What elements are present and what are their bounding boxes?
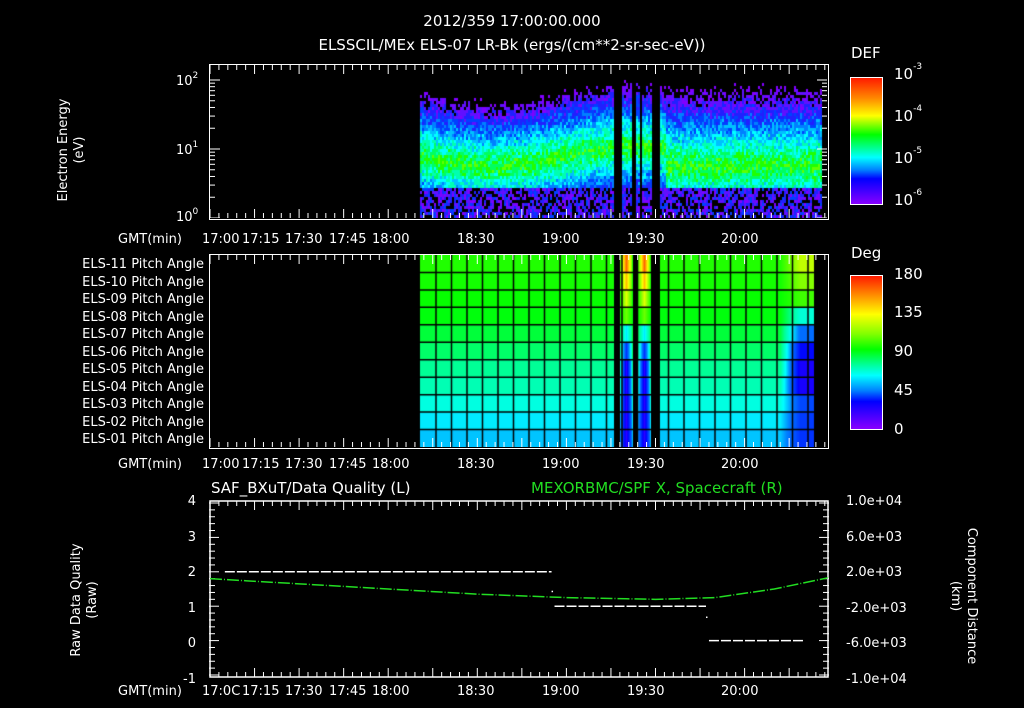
time-tick-label: 18:30	[457, 457, 495, 472]
ytick-1e2: 102	[176, 71, 199, 89]
time-tick-label: 18:00	[372, 457, 410, 472]
deg-tick-45: 45	[894, 381, 914, 399]
def-colorbar-title: DEF	[851, 44, 881, 62]
time-tick-label: 19:30	[627, 457, 665, 472]
pitch-angle-row-label: ELS-07 Pitch Angle	[82, 327, 204, 342]
time-axis-label-panel3: GMT(min)	[118, 684, 182, 699]
def-colorbar	[850, 77, 883, 205]
line-plot-area[interactable]	[209, 500, 829, 678]
pitch-angle-row-label: ELS-05 Pitch Angle	[82, 362, 204, 377]
time-tick-label: 17:30	[285, 232, 323, 247]
deg-colorbar-title: Deg	[851, 244, 882, 262]
time-tick-label: 17:30	[285, 684, 323, 699]
pitch-angle-row-label: ELS-03 Pitch Angle	[82, 397, 204, 412]
line-chart-svg	[209, 500, 829, 678]
ytick-1e0: 100	[176, 207, 199, 225]
time-tick-label: 17:45	[329, 457, 367, 472]
right-series-title: MEXORBMC/SPF X, Spacecraft (R)	[531, 479, 783, 497]
time-tick-label: 19:00	[542, 457, 580, 472]
left-ytick-label: 3	[187, 529, 196, 545]
deg-tick-90: 90	[894, 342, 914, 360]
cbar-tick-1e-3: 10-3	[894, 62, 923, 83]
cbar-tick-1e-5: 10-5	[894, 146, 923, 167]
pitch-angle-row-label: ELS-06 Pitch Angle	[82, 344, 204, 360]
time-tick-label: 17:15	[242, 457, 280, 472]
time-tick-label: 17:00	[202, 457, 240, 472]
time-tick-label: 18:30	[457, 684, 495, 699]
ytick-1e1: 101	[176, 140, 199, 158]
spectrogram-pixels	[210, 65, 827, 218]
right-ytick-label: -2.0e+03	[846, 600, 907, 616]
left-ytick-label: 4	[187, 494, 196, 509]
axis-minor-ticks	[210, 255, 826, 447]
pitch-angle-row-label: ELS-10 Pitch Angle	[82, 274, 204, 290]
time-tick-label: 20:00	[721, 232, 759, 247]
component-distance-axis-label: Component Distance (km)	[948, 527, 979, 665]
pitch-angle-row-label: ELS-04 Pitch Angle	[82, 379, 204, 395]
time-axis-label: GMT(min)	[118, 232, 182, 247]
right-ytick-label: 2.0e+03	[846, 565, 903, 580]
time-tick-label: 18:00	[372, 684, 410, 699]
right-ytick-label: 6.0e+03	[846, 529, 903, 545]
time-tick-label: 19:30	[627, 232, 665, 247]
left-ytick-label: 2	[187, 565, 196, 580]
right-ytick-label: 1.0e+04	[846, 494, 903, 509]
energy-spectrogram[interactable]	[209, 64, 829, 220]
deg-tick-0: 0	[894, 420, 904, 438]
pitch-angle-plot[interactable]	[209, 254, 829, 449]
cbar-tick-1e-4: 10-4	[894, 104, 923, 125]
time-tick-label: 17:00	[202, 232, 240, 247]
time-tick-label: 17:0C	[202, 684, 241, 699]
time-tick-label: 19:30	[627, 684, 665, 699]
time-tick-label: 18:30	[457, 232, 495, 247]
left-ytick-label: -1	[183, 671, 196, 687]
deg-tick-180: 180	[894, 265, 923, 283]
time-tick-label: 17:15	[242, 684, 280, 699]
pitch-angle-pixels	[210, 255, 827, 447]
energy-axis-label: Electron Energy (eV)	[56, 98, 87, 202]
axis-minor-ticks	[210, 65, 826, 218]
left-ytick-label: 0	[187, 636, 196, 651]
time-tick-label: 17:45	[329, 232, 367, 247]
left-series-title: SAF_BXuT/Data Quality (L)	[211, 479, 411, 497]
energy-axis-ticks	[210, 79, 827, 218]
time-tick-label: 17:15	[242, 232, 280, 247]
pitch-angle-row-label: ELS-11 Pitch Angle	[82, 257, 204, 272]
time-tick-label: 17:30	[285, 457, 323, 472]
deg-tick-135: 135	[894, 303, 923, 321]
time-tick-label: 19:00	[542, 684, 580, 699]
right-ytick-label: -6.0e+03	[846, 636, 907, 651]
pitch-angle-row-label: ELS-01 Pitch Angle	[82, 432, 204, 447]
left-ytick-label: 1	[187, 600, 196, 616]
time-tick-label: 20:00	[721, 684, 759, 699]
plot-datetime: 2012/359 17:00:00.000	[423, 12, 601, 30]
data-quality-axis-label: Raw Data Quality (Raw)	[69, 543, 100, 657]
time-tick-label: 18:00	[372, 232, 410, 247]
time-tick-label: 20:00	[721, 457, 759, 472]
deg-colorbar	[850, 275, 883, 430]
pitch-angle-row-label: ELS-02 Pitch Angle	[82, 414, 204, 430]
cbar-tick-1e-6: 10-6	[894, 188, 923, 209]
right-ytick-label: -1.0e+04	[846, 671, 907, 687]
plot-subtitle: ELSSCIL/MEx ELS-07 LR-Bk (ergs/(cm**2-sr…	[318, 36, 706, 54]
pitch-angle-row-label: ELS-08 Pitch Angle	[82, 309, 204, 325]
pitch-angle-row-label: ELS-09 Pitch Angle	[82, 292, 204, 307]
time-tick-label: 19:00	[542, 232, 580, 247]
time-tick-label: 17:45	[329, 684, 367, 699]
time-axis-label-panel2: GMT(min)	[118, 457, 182, 472]
